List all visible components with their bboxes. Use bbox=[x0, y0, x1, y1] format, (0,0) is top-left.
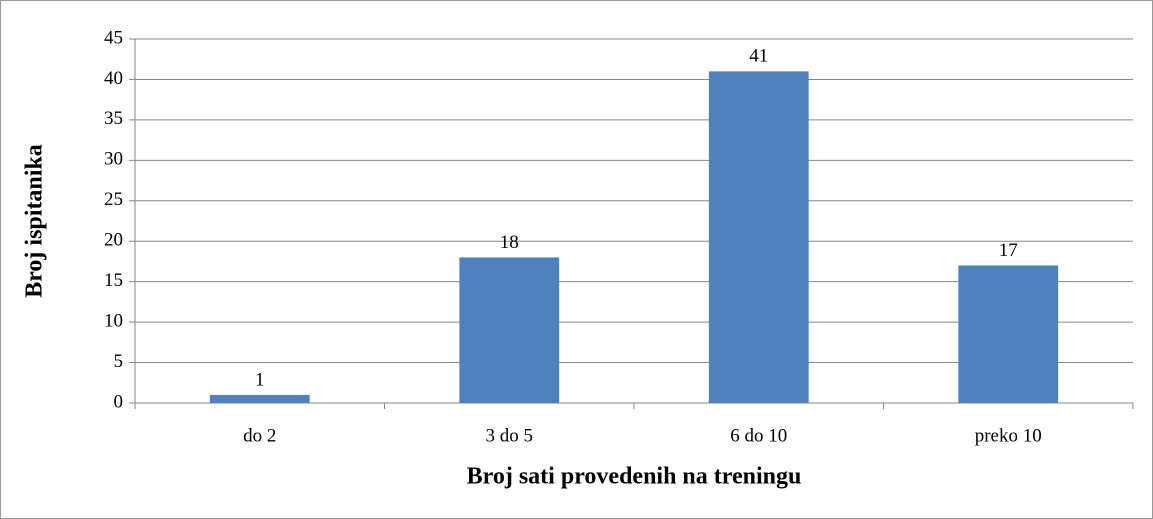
x-tick-label: 3 do 5 bbox=[486, 425, 534, 446]
x-tick-label: preko 10 bbox=[975, 425, 1042, 446]
y-axis-title: Broj ispitanika bbox=[22, 144, 48, 298]
y-tick-label: 25 bbox=[104, 189, 123, 210]
y-tick-label: 15 bbox=[104, 270, 123, 291]
y-tick-label: 30 bbox=[104, 149, 123, 170]
data-label: 1 bbox=[255, 369, 265, 390]
y-tick-label: 10 bbox=[104, 310, 123, 331]
y-tick-label: 0 bbox=[114, 391, 124, 412]
x-tick-label: 6 do 10 bbox=[730, 425, 787, 446]
x-axis-title: Broj sati provedenih na treningu bbox=[467, 464, 802, 490]
y-tick-label: 20 bbox=[104, 230, 123, 251]
y-tick-label: 40 bbox=[104, 68, 123, 89]
bar bbox=[958, 265, 1059, 403]
bar bbox=[209, 394, 310, 403]
y-tick-label: 5 bbox=[114, 351, 124, 372]
data-label: 41 bbox=[749, 46, 768, 67]
y-tick-label: 35 bbox=[104, 108, 123, 129]
y-tick-label: 45 bbox=[104, 27, 123, 48]
bar bbox=[459, 257, 560, 403]
data-label: 17 bbox=[999, 240, 1018, 261]
x-tick-label: do 2 bbox=[243, 425, 276, 446]
bar bbox=[708, 71, 809, 403]
data-label: 18 bbox=[500, 232, 519, 253]
